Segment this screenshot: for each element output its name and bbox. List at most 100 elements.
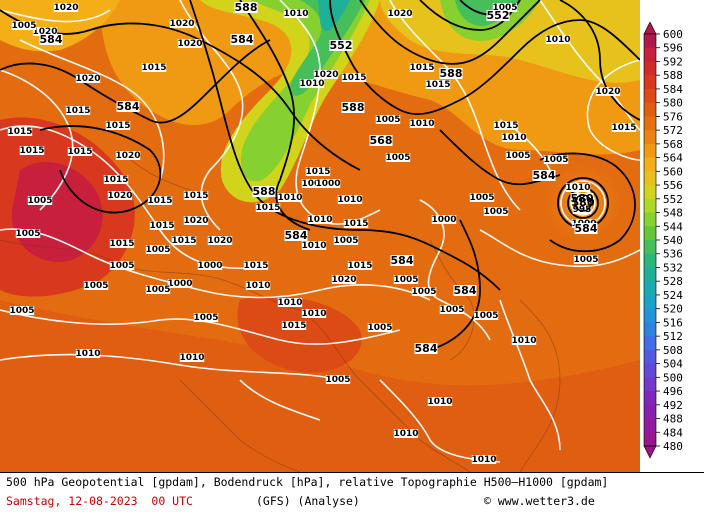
pressure-label-bg [299, 79, 325, 88]
pressure-label: 1010 [299, 79, 324, 89]
height-label: 588 [235, 1, 258, 14]
legend-swatch [644, 377, 656, 392]
height-label-bg [570, 193, 594, 204]
pressure-label: 1015 [341, 73, 366, 83]
height-label-bg [414, 343, 438, 354]
pressure-label-bg [197, 261, 223, 270]
height-label-bg [532, 170, 556, 181]
pressure-label: 1015 [281, 321, 306, 331]
legend-label: 528 [663, 275, 683, 288]
pressure-label: 1005 [469, 193, 494, 203]
pressure-label: 1005 [573, 255, 598, 265]
height-label-bg [390, 255, 414, 266]
legend-swatch [644, 47, 656, 62]
pressure-label-bg [469, 193, 495, 202]
pressure-label-bg [53, 3, 79, 12]
pressure-label-bg [149, 221, 175, 230]
pressure-label: 1005 [83, 281, 108, 291]
legend-swatch [644, 198, 656, 214]
coastlines [0, 149, 561, 472]
legend-label: 568 [663, 138, 683, 151]
pressure-label-bg [281, 321, 307, 330]
pressure-label: 1010 [409, 119, 434, 129]
pressure-label: 1005 [109, 261, 134, 271]
pressure-label-bg [145, 245, 171, 254]
pressure-label-bg [315, 179, 341, 188]
legend-arrow-bottom [643, 445, 657, 459]
pressure-label-bg [301, 241, 327, 250]
pressure-label: 1020 [183, 216, 208, 226]
height-label-bg [329, 40, 353, 51]
pressure-label: 1010 [471, 455, 496, 465]
pressure-label-bg [307, 215, 333, 224]
field-hot-mid [237, 296, 362, 373]
legend-label: 524 [663, 289, 683, 302]
pressure-label-bg [325, 375, 351, 384]
pressure-label-bg [337, 195, 363, 204]
height-label-bg [284, 230, 308, 241]
pressure-label-bg [393, 275, 419, 284]
pressure-label-bg [305, 167, 331, 176]
pressure-label-bg [545, 35, 571, 44]
footer: 500 hPa Geopotential [gpdam], Bodendruck… [0, 472, 704, 514]
pressure-label: 1005 [145, 245, 170, 255]
pressure-label-bg [283, 9, 309, 18]
pressure-label-bg [109, 239, 135, 248]
pressure-label-bg [65, 106, 91, 115]
pressure-label-bg [255, 203, 281, 212]
pressure-label-bg [245, 281, 271, 290]
pressure-label-bg [19, 146, 45, 155]
legend-swatch [644, 212, 656, 227]
legend-label: 500 [663, 371, 683, 384]
pressure-label: 1010 [511, 336, 536, 346]
pressure-label: 1010 [245, 281, 270, 291]
legend-label: 588 [663, 69, 683, 82]
pressure-label: 1020 [207, 236, 232, 246]
height-label: 584 [454, 284, 477, 297]
pressure-label: 1015 [141, 63, 166, 73]
pressure-label: 1005 [492, 3, 517, 13]
pressure-label: 1000 [197, 261, 222, 271]
legend-swatch [644, 240, 656, 255]
legend-swatch [644, 281, 656, 296]
pressure-label: 1015 [149, 221, 174, 231]
legend-swatch [644, 404, 656, 420]
pressure-label-bg [471, 455, 497, 464]
legend-label: 480 [663, 440, 683, 453]
pressure-label-bg [492, 3, 518, 12]
pressure-label: 1015 [67, 147, 92, 157]
pressure-label: 1015 [255, 203, 280, 213]
pressure-label-bg [145, 285, 171, 294]
height-label-bg [252, 186, 276, 197]
legend-label: 484 [663, 426, 683, 439]
legend-label: 580 [663, 97, 683, 110]
pressure-label-bg [427, 397, 453, 406]
pressure-label: 1020 [177, 39, 202, 49]
pressure-label: 1015 [611, 123, 636, 133]
height-label: 584 [391, 254, 414, 267]
pressure-label-bg [75, 349, 101, 358]
pressure-label-bg [431, 215, 457, 224]
legend-swatch [644, 432, 656, 447]
height-label: 552 [487, 9, 510, 22]
pressure-label: 1010 [179, 353, 204, 363]
height-label-bg [230, 34, 254, 45]
height-label: 580 [571, 192, 594, 205]
legend-label: 592 [663, 55, 683, 68]
pressure-label: 1010 [393, 429, 418, 439]
pressure-label-bg [177, 39, 203, 48]
pressure-label-bg [147, 196, 173, 205]
legend-swatch [644, 308, 656, 323]
legend-label: 504 [663, 358, 683, 371]
height-label: 584 [415, 342, 438, 355]
legend-swatch [644, 143, 656, 159]
pressure-label: 1020 [115, 151, 140, 161]
legend-swatch [644, 294, 656, 310]
legend-label: 492 [663, 399, 683, 412]
footer-copyright: © www.wetter3.de [484, 494, 595, 508]
pressure-label: 1005 [11, 21, 36, 31]
pressure-label-bg [511, 336, 537, 345]
height-label: 584 [40, 33, 63, 46]
pressure-label: 1015 [109, 239, 134, 249]
legend-label: 572 [663, 124, 683, 137]
